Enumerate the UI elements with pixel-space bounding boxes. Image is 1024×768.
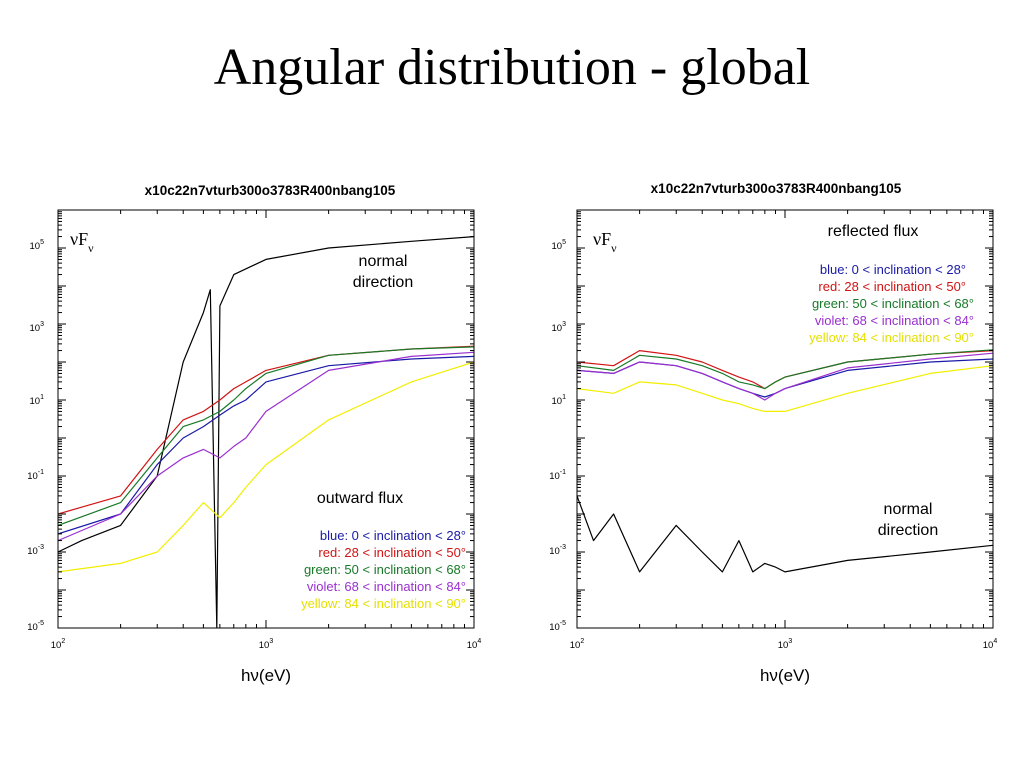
series-line-violet <box>577 352 993 401</box>
right-y-tick-label: 105 <box>552 239 567 252</box>
right-legend-yellow: yellow: 84 < inclination < 90° <box>809 330 974 345</box>
left-y-tick-label: 10-3 <box>27 544 44 557</box>
left-chart-tick-marks <box>57 210 474 629</box>
series-line-black <box>58 236 474 628</box>
right-legend-violet: violet: 68 < inclination < 84° <box>815 313 974 328</box>
left-x-tick-label: 103 <box>259 638 274 651</box>
left-x-tick-label: 104 <box>467 638 482 651</box>
right-x-tick-label: 102 <box>570 638 585 651</box>
series-line-black <box>577 495 993 573</box>
left-y-axis-label: νFν <box>70 229 94 255</box>
left-chart-series <box>58 236 474 628</box>
right-flux-label: reflected flux <box>828 223 919 240</box>
left-chart: x10c22n7vturb300o3783R400nbang105 105 10… <box>27 183 481 685</box>
left-legend-blue: blue: 0 < inclination < 28° <box>320 528 466 543</box>
series-line-blue <box>58 355 474 535</box>
series-line-green <box>58 346 474 526</box>
right-y-tick-label: 10-3 <box>549 544 566 557</box>
right-direction-label: direction <box>878 522 938 539</box>
left-flux-label: outward flux <box>317 490 403 507</box>
left-legend-green: green: 50 < inclination < 68° <box>304 562 466 577</box>
left-chart-title: x10c22n7vturb300o3783R400nbang105 <box>145 183 396 198</box>
series-line-yellow <box>577 365 993 412</box>
left-normal-label: normal <box>359 253 408 270</box>
left-direction-label: direction <box>353 274 413 291</box>
series-line-green <box>577 349 993 390</box>
right-chart-series <box>577 349 993 573</box>
right-chart: x10c22n7vturb300o3783R400nbang105 105 10… <box>549 181 997 685</box>
left-x-axis-label: hν(eV) <box>241 666 291 685</box>
left-y-tick-label: 105 <box>30 239 45 252</box>
right-y-tick-label: 101 <box>552 394 567 407</box>
right-y-tick-label: 10-1 <box>549 469 566 482</box>
right-x-axis-label: hν(eV) <box>760 666 810 685</box>
left-legend-violet: violet: 68 < inclination < 84° <box>307 579 466 594</box>
left-y-tick-label: 10-5 <box>27 620 44 633</box>
series-line-blue <box>577 358 993 398</box>
right-legend-green: green: 50 < inclination < 68° <box>812 296 974 311</box>
right-x-tick-label: 104 <box>983 638 998 651</box>
left-legend-red: red: 28 < inclination < 50° <box>318 545 466 560</box>
series-line-violet <box>58 351 474 542</box>
left-x-tick-label: 102 <box>51 638 66 651</box>
left-y-tick-label: 101 <box>30 394 45 407</box>
series-line-red <box>58 345 474 515</box>
left-y-tick-label: 103 <box>30 321 45 334</box>
series-line-yellow <box>58 361 474 573</box>
series-line-red <box>577 350 993 390</box>
right-legend-red: red: 28 < inclination < 50° <box>818 279 966 294</box>
right-y-axis-label: νFν <box>593 229 617 255</box>
left-y-tick-label: 10-1 <box>27 469 44 482</box>
left-legend-yellow: yellow: 84 < inclination < 90° <box>301 596 466 611</box>
right-chart-tick-marks <box>576 210 993 629</box>
right-legend-blue: blue: 0 < inclination < 28° <box>820 262 966 277</box>
right-chart-title: x10c22n7vturb300o3783R400nbang105 <box>651 181 902 196</box>
right-y-tick-label: 103 <box>552 321 567 334</box>
right-normal-label: normal <box>884 501 933 518</box>
right-y-tick-label: 10-5 <box>549 620 566 633</box>
slide-title: Angular distribution - global <box>213 39 811 96</box>
right-x-tick-label: 103 <box>778 638 793 651</box>
